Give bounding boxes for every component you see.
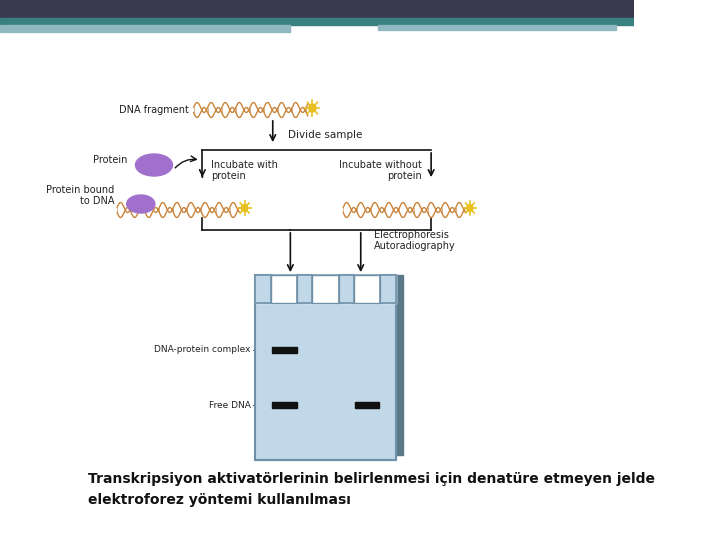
Bar	[255, 275, 396, 460]
Bar	[271, 275, 297, 303]
Ellipse shape	[135, 154, 173, 176]
Circle shape	[467, 205, 473, 212]
Text: Incubate without: Incubate without	[339, 160, 423, 170]
Bar	[312, 275, 338, 303]
Text: Incubate with: Incubate with	[211, 160, 278, 170]
Text: DNA-protein complex: DNA-protein complex	[154, 346, 251, 354]
Bar	[271, 275, 297, 303]
Bar	[255, 275, 271, 303]
Bar	[380, 275, 396, 303]
Bar	[0, 0, 634, 18]
Bar	[0, 25, 290, 32]
Bar	[396, 275, 403, 455]
Ellipse shape	[127, 195, 155, 213]
Text: Divide sample: Divide sample	[289, 130, 363, 140]
Bar	[354, 275, 380, 303]
Text: Transkripsiyon aktivatörlerinin belirlenmesi için denatüre etmeyen jelde
elektro: Transkripsiyon aktivatörlerinin belirlen…	[88, 472, 655, 507]
Text: Protein bound: Protein bound	[46, 185, 114, 195]
Circle shape	[241, 205, 248, 212]
Text: Electrophoresis: Electrophoresis	[374, 230, 449, 240]
Bar	[354, 402, 379, 408]
Bar	[312, 275, 338, 303]
Bar	[378, 25, 616, 30]
Bar	[272, 402, 297, 408]
Bar	[338, 275, 354, 303]
Bar	[255, 275, 271, 303]
Circle shape	[309, 104, 316, 112]
Text: protein: protein	[387, 171, 423, 181]
Text: protein: protein	[211, 171, 246, 181]
Bar	[297, 275, 312, 303]
Bar	[272, 347, 297, 353]
Text: Protein: Protein	[93, 155, 127, 165]
Text: DNA fragment: DNA fragment	[120, 105, 189, 115]
Text: to DNA: to DNA	[80, 196, 114, 206]
Bar	[297, 275, 312, 303]
Text: Free DNA: Free DNA	[209, 401, 251, 409]
Bar	[338, 275, 354, 303]
Bar	[255, 275, 396, 460]
Bar	[380, 275, 396, 303]
Bar	[354, 275, 380, 303]
Bar	[0, 18, 634, 25]
Text: Autoradiography: Autoradiography	[374, 241, 456, 251]
Bar	[255, 275, 396, 303]
